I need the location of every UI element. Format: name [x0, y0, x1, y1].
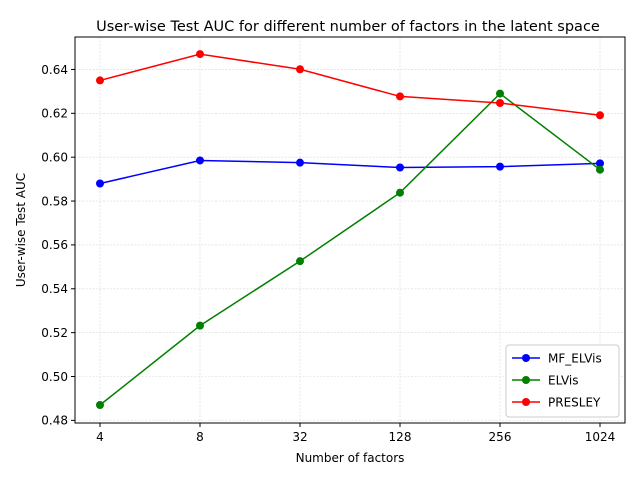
- y-tick-label: 0.54: [41, 282, 68, 296]
- data-point-presley: [496, 99, 504, 108]
- legend: MF_ELVis ELVis PRESLEY: [505, 344, 620, 418]
- y-tick-label: 0.50: [41, 370, 68, 384]
- data-point-elvis: [496, 89, 504, 98]
- x-tick-label: 256: [489, 430, 512, 444]
- y-tick-label: 0.48: [41, 414, 68, 428]
- data-point-presley: [96, 76, 104, 85]
- y-tick-label: 0.62: [41, 107, 68, 121]
- x-tick-label: 4: [96, 430, 104, 444]
- plot-frame: [74, 36, 626, 424]
- chart-title: User-wise Test AUC for different number …: [96, 19, 600, 35]
- data-point-presley: [196, 50, 204, 59]
- x-tick-label: 1024: [585, 430, 616, 444]
- data-point-mf-elvis: [596, 159, 604, 168]
- series-line-mf-elvis: [99, 159, 601, 185]
- legend-label-presley: PRESLEY: [548, 395, 601, 409]
- data-point-mf-elvis: [496, 162, 504, 171]
- legend-label-elvis: ELVis: [548, 373, 578, 387]
- data-point-elvis: [396, 188, 404, 197]
- y-tick-label: 0.56: [41, 238, 68, 252]
- x-tick-label: 32: [292, 430, 307, 444]
- legend-marker-elvis: [522, 376, 530, 384]
- data-point-presley: [296, 65, 304, 74]
- data-point-elvis: [296, 257, 304, 266]
- y-tick-label: 0.60: [41, 150, 68, 164]
- data-point-elvis: [196, 321, 204, 330]
- legend-box: [505, 344, 620, 418]
- series-line-presley: [99, 53, 601, 117]
- y-tick-label: 0.52: [41, 326, 68, 340]
- data-point-presley: [596, 111, 604, 120]
- data-point-presley: [396, 92, 404, 101]
- legend-marker-presley: [522, 398, 530, 406]
- data-point-elvis: [96, 401, 104, 410]
- data-point-mf-elvis: [396, 163, 404, 172]
- series-group: [96, 50, 604, 410]
- y-axis: 0.48 0.50 0.52 0.54 0.56 0.58 0.60 0.62 0.64: [41, 63, 75, 428]
- data-point-mf-elvis: [96, 179, 104, 188]
- grid: [75, 37, 625, 423]
- x-tick-label: 128: [389, 430, 412, 444]
- data-point-mf-elvis: [196, 156, 204, 165]
- legend-label-mf-elvis: MF_ELVis: [548, 351, 602, 365]
- data-point-mf-elvis: [296, 158, 304, 167]
- y-tick-label: 0.58: [41, 194, 68, 208]
- series-line-elvis: [99, 92, 601, 406]
- data-point-elvis: [596, 165, 604, 174]
- y-tick-label: 0.64: [41, 63, 68, 77]
- x-axis-label: Number of factors: [296, 451, 405, 465]
- y-axis-label: User-wise Test AUC: [14, 173, 28, 287]
- legend-marker-mf-elvis: [522, 354, 530, 362]
- x-axis: 4 8 32 128 256 1024: [96, 423, 615, 444]
- x-tick-label: 8: [196, 430, 204, 444]
